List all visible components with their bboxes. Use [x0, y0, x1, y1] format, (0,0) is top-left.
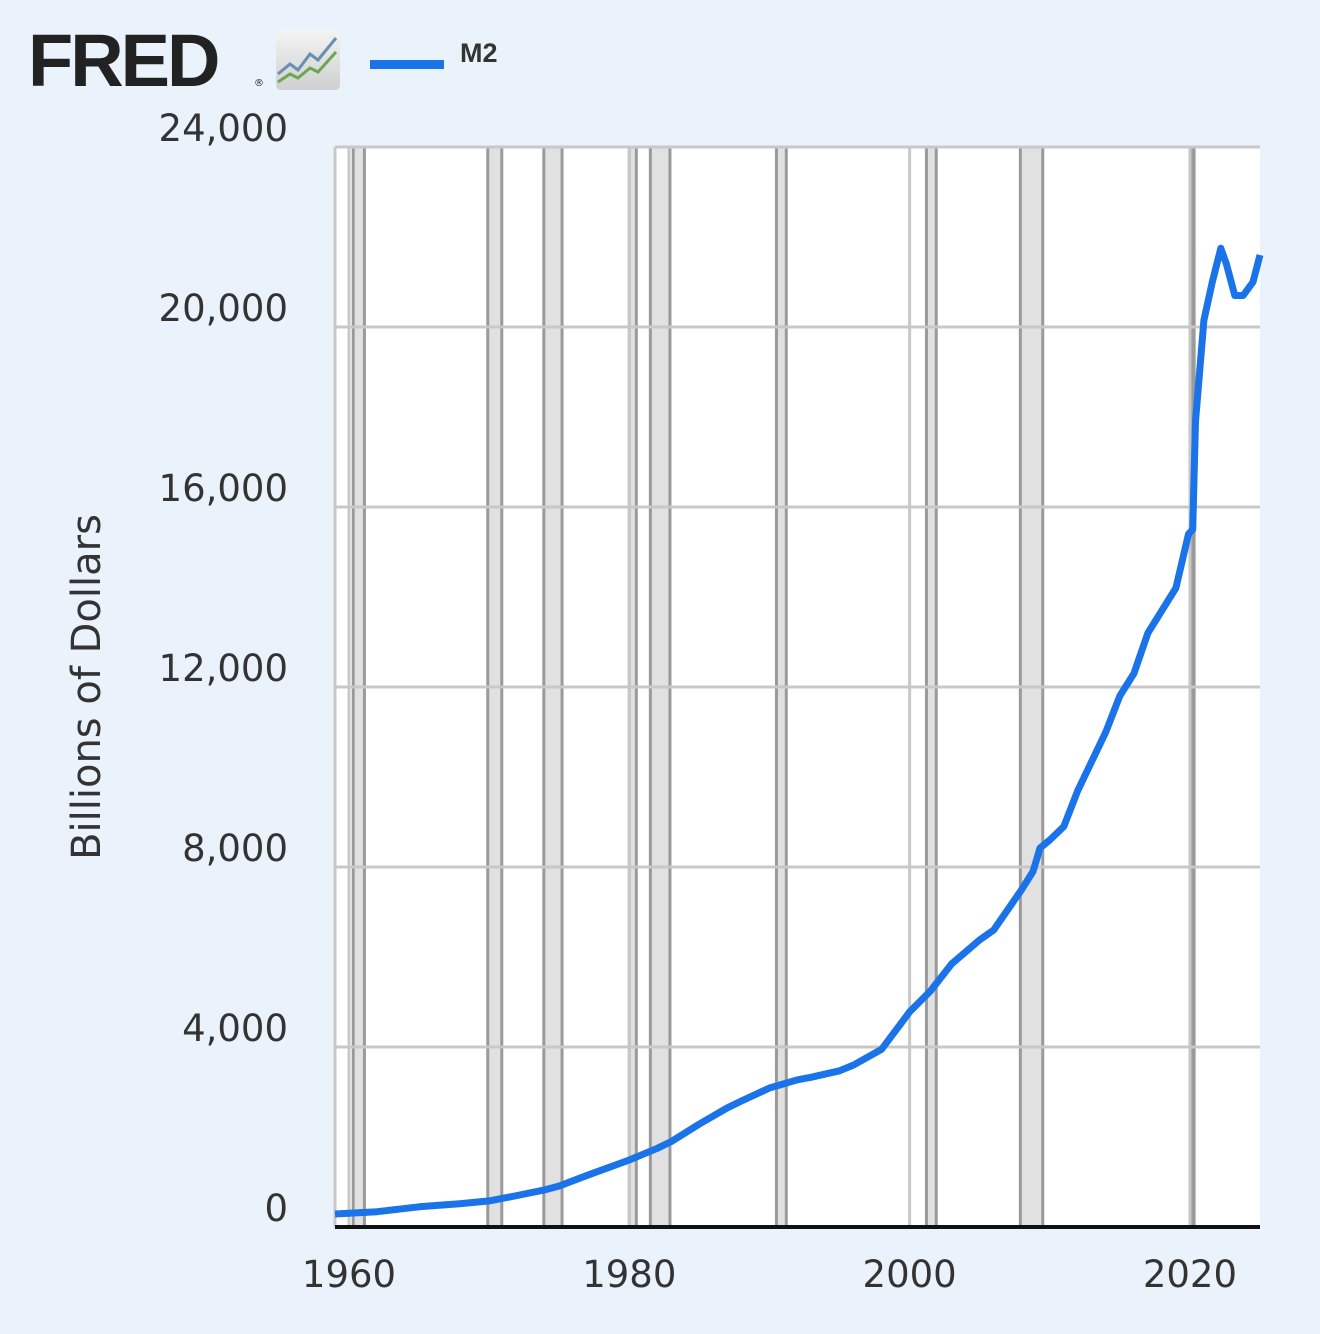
y-tick-label: 24,000	[159, 107, 288, 150]
x-tick-label: 2020	[1143, 1253, 1237, 1296]
series-line-m2	[334, 244, 1264, 1218]
registered-mark: ®	[254, 78, 264, 89]
legend-swatch-m2	[370, 60, 444, 69]
y-tick-label: 20,000	[159, 287, 288, 330]
x-tick-label: 1980	[582, 1253, 676, 1296]
y-tick-label: 0	[264, 1187, 288, 1230]
y-tick-label: 8,000	[182, 827, 288, 870]
y-tick-label: 12,000	[159, 647, 288, 690]
y-tick-label: 16,000	[159, 467, 288, 510]
legend-label-m2: M2	[460, 38, 498, 68]
y-tick-label: 4,000	[182, 1007, 288, 1050]
fred-graph-icon	[276, 30, 340, 90]
fred-logo: FRED	[28, 19, 220, 102]
x-tick-label: 1960	[302, 1253, 396, 1296]
y-axis-label: Billions of Dollars	[64, 514, 110, 860]
x-tick-label: 2000	[863, 1253, 957, 1296]
